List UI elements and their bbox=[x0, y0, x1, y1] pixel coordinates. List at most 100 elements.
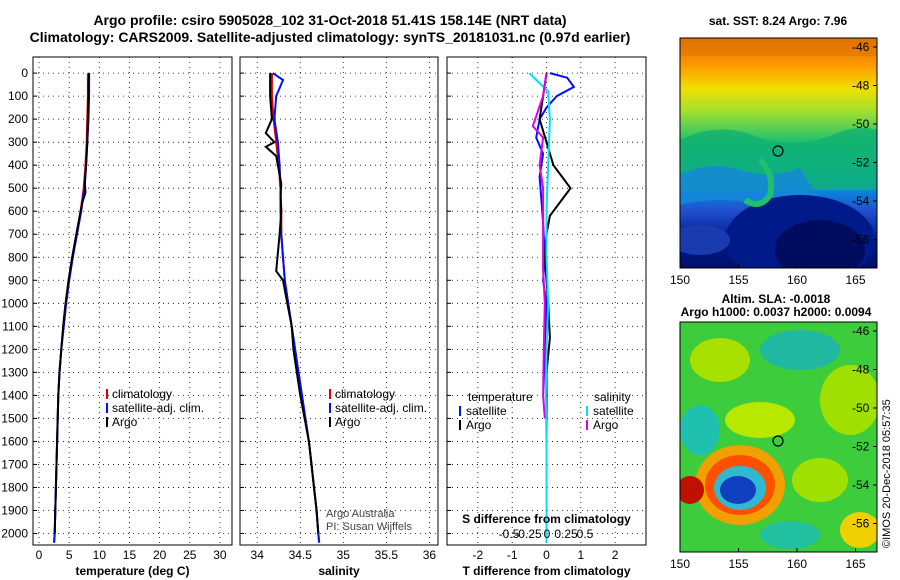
s-diff-tick-label: -0.5 bbox=[499, 527, 520, 541]
y-tick-label: 1200 bbox=[1, 342, 28, 356]
x-tick-label: 1 bbox=[577, 548, 584, 562]
y-tick-label: 100 bbox=[8, 89, 28, 103]
x-tick-label: 34.5 bbox=[289, 548, 313, 562]
series-line-argo bbox=[264, 73, 320, 534]
profile-panel-3: -2 -1 0 1 2 T difference from climatology bbox=[446, 56, 647, 578]
profile-panel-2: 34 34.5 35 35.5 36 salinity bbox=[239, 56, 439, 578]
plot-frame bbox=[239, 56, 439, 546]
y-tick-label: 2000 bbox=[1, 526, 28, 540]
y-tick-label: 800 bbox=[8, 250, 28, 264]
y-tick-label: 1400 bbox=[1, 388, 28, 402]
legend-label: satellite bbox=[466, 404, 507, 418]
y-tick-label: 500 bbox=[8, 181, 28, 195]
map-lat-label: -46 bbox=[852, 324, 870, 338]
map-lat-label: -48 bbox=[852, 79, 870, 93]
x-tick-label: 34 bbox=[251, 548, 265, 562]
y-tick-label: 1600 bbox=[1, 434, 28, 448]
series-line-argo bbox=[538, 72, 572, 419]
x-axis-label: salinity bbox=[318, 564, 360, 578]
y-tick-label: 200 bbox=[8, 112, 28, 126]
map-lat-label: -46 bbox=[852, 40, 870, 54]
s-diff-tick-label: -0.25 bbox=[514, 527, 542, 541]
title-line-1: Argo profile: csiro 5905028_102 31-Oct-2… bbox=[93, 12, 567, 28]
map-lon-label: 150 bbox=[670, 557, 690, 571]
map-lat-label: -50 bbox=[852, 401, 870, 415]
sla-map-subtitle: Argo h1000: 0.0037 h2000: 0.0094 bbox=[681, 305, 872, 319]
y-tick-label: 1100 bbox=[2, 319, 28, 333]
legend-label: temperature bbox=[468, 390, 533, 404]
x-tick-label: 10 bbox=[93, 548, 107, 562]
legend-label: salinity bbox=[594, 390, 631, 404]
x-axis-label: T difference from climatology bbox=[462, 564, 630, 578]
legend-label: Argo bbox=[593, 418, 619, 432]
s-diff-tick-label: 0.5 bbox=[577, 527, 594, 541]
credit-text: ©IMOS 20-Dec-2018 05:57:35 bbox=[881, 399, 893, 548]
profile-panel-1: 0 5 10 15 20 25 30 temperature (deg C) bbox=[32, 56, 233, 578]
legend-label: climatology bbox=[112, 387, 172, 401]
plot-frame bbox=[32, 56, 233, 546]
x-tick-label: -2 bbox=[473, 548, 484, 562]
x-tick-label: 5 bbox=[66, 548, 73, 562]
map-lat-label: -52 bbox=[852, 156, 870, 170]
x-tick-label: 35 bbox=[337, 548, 351, 562]
y-tick-label: 700 bbox=[8, 227, 28, 241]
map-lon-label: 165 bbox=[845, 273, 865, 287]
x-tick-label: 36 bbox=[423, 548, 437, 562]
map-lat-label: -50 bbox=[852, 117, 870, 131]
legend-label: satellite bbox=[593, 404, 634, 418]
series-line-argo-s bbox=[531, 72, 548, 419]
legend-label: Argo bbox=[466, 418, 492, 432]
map-lon-label: 155 bbox=[728, 557, 748, 571]
x-tick-label: 15 bbox=[123, 548, 137, 562]
y-tick-label: 1500 bbox=[1, 411, 28, 425]
map-lon-label: 160 bbox=[787, 557, 807, 571]
annotation-text: Argo Australia bbox=[326, 508, 395, 520]
x-tick-label: 35.5 bbox=[375, 548, 399, 562]
x-tick-label: 0 bbox=[543, 548, 550, 562]
series-line-argo bbox=[53, 73, 91, 534]
y-tick-label: 1800 bbox=[1, 480, 28, 494]
map-lon-label: 155 bbox=[728, 273, 748, 287]
title-line-2: Climatology: CARS2009. Satellite-adjuste… bbox=[29, 29, 631, 45]
y-tick-label: 1000 bbox=[1, 296, 28, 310]
argo-position-marker bbox=[772, 145, 784, 157]
sst-map-title: sat. SST: 8.24 Argo: 7.96 bbox=[709, 14, 848, 28]
sla-map-title: Altim. SLA: -0.0018 bbox=[722, 292, 831, 306]
x-tick-label: -1 bbox=[507, 548, 518, 562]
map-lat-label: -54 bbox=[852, 478, 870, 492]
legend-label: Argo bbox=[335, 415, 361, 429]
y-tick-label: 1300 bbox=[1, 365, 28, 379]
y-tick-label: 900 bbox=[8, 273, 28, 287]
map-lat-label: -54 bbox=[852, 194, 870, 208]
series-line-satellite-s bbox=[528, 72, 551, 543]
s-diff-tick-label: 0 bbox=[544, 527, 551, 541]
legend-label: satellite-adj. clim. bbox=[112, 401, 204, 415]
y-tick-label: 400 bbox=[8, 158, 28, 172]
map-lat-label: -56 bbox=[852, 233, 870, 247]
annotation-text: PI: Susan Wijffels bbox=[326, 521, 412, 533]
x-axis-label: temperature (deg C) bbox=[75, 564, 189, 578]
map-lon-label: 165 bbox=[845, 557, 865, 571]
y-tick-label: 600 bbox=[8, 204, 28, 218]
legend-label: climatology bbox=[335, 387, 395, 401]
x-tick-label: 30 bbox=[213, 548, 227, 562]
x-tick-label: 20 bbox=[153, 548, 167, 562]
map-lat-label: -48 bbox=[852, 363, 870, 377]
s-diff-tick-label: 0.25 bbox=[554, 527, 578, 541]
y-tick-label: 300 bbox=[8, 135, 28, 149]
map-lon-label: 150 bbox=[670, 273, 690, 287]
map-lon-label: 160 bbox=[787, 273, 807, 287]
x-tick-label: 2 bbox=[612, 548, 619, 562]
y-tick-label: 1900 bbox=[1, 503, 28, 517]
x-tick-label: 0 bbox=[36, 548, 43, 562]
argo-position-marker-sla bbox=[772, 435, 784, 447]
sla-map bbox=[679, 321, 878, 553]
map-lat-label: -56 bbox=[852, 517, 870, 531]
s-diff-axis-label: S difference from climatology bbox=[462, 512, 631, 526]
legend-label: satellite-adj. clim. bbox=[335, 401, 427, 415]
y-tick-label: 1700 bbox=[1, 457, 28, 471]
legend-label: Argo bbox=[112, 415, 138, 429]
sst-map bbox=[679, 37, 878, 269]
map-lat-label: -52 bbox=[852, 440, 870, 454]
